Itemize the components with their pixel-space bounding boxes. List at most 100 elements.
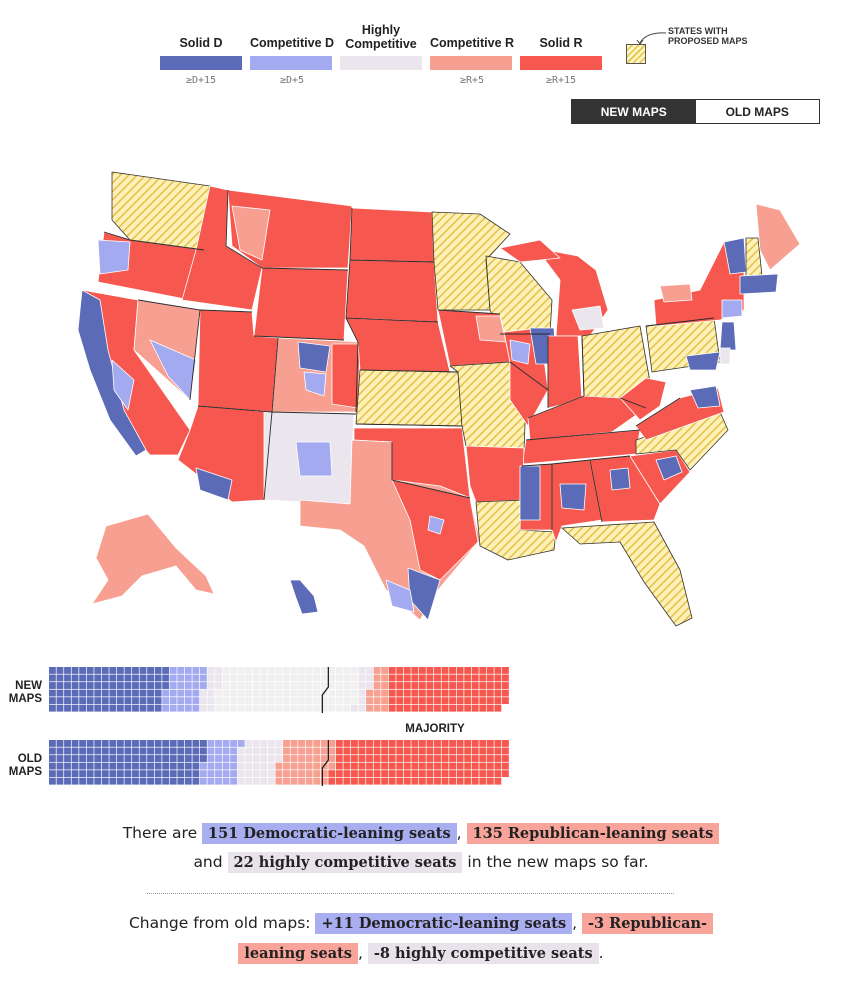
seat-cell-solid_d (139, 740, 147, 747)
seat-cell-solid_d (177, 762, 185, 770)
seat-cell-proposed (245, 689, 253, 697)
new-maps-button[interactable]: NEW MAPS (572, 100, 696, 123)
seat-cell-solid_d (139, 682, 147, 689)
seat-cell-solid_d (64, 674, 71, 682)
michigan-district-comp (571, 305, 605, 331)
seat-cell-tossup (366, 667, 373, 674)
seat-cell-comp_d (169, 674, 177, 682)
seat-cell-proposed (222, 674, 230, 682)
seat-cell-proposed (283, 689, 290, 697)
seat-cell-solid_r (502, 674, 509, 682)
seat-cell-comp_d (207, 747, 215, 755)
seat-cell-comp_r (313, 740, 321, 747)
seat-cell-solid_d (162, 777, 170, 785)
legend-label: Competitive D (250, 36, 335, 50)
seat-cell-solid_r (388, 770, 396, 778)
seat-cell-solid_d (86, 762, 94, 770)
seat-cell-solid_d (147, 689, 154, 697)
summary-and: and (193, 853, 223, 871)
seat-cell-solid_d (162, 770, 170, 778)
seat-cell-solid_r (434, 674, 441, 682)
seat-cell-solid_d (71, 704, 79, 712)
seat-cell-solid_r (464, 674, 472, 682)
seat-cell-solid_r (434, 762, 441, 770)
seat-cell-solid_r (426, 674, 434, 682)
old-maps-button[interactable]: OLD MAPS (695, 100, 819, 123)
seat-cell-solid_d (124, 747, 132, 755)
seat-cell-solid_d (162, 755, 170, 762)
seat-cell-solid_d (109, 682, 117, 689)
seat-cell-solid_r (434, 747, 441, 755)
florida-state (561, 521, 693, 627)
seat-cell-solid_r (418, 704, 426, 712)
seat-cell-solid_d (124, 689, 132, 697)
seat-cell-solid_d (132, 777, 139, 785)
maine-state (755, 203, 801, 271)
dem-seats-highlight: 151 Democratic-leaning seats (202, 823, 457, 844)
seat-cell-solid_r (396, 770, 404, 778)
seat-cell-solid_r (396, 689, 404, 697)
seat-cell-solid_r (411, 697, 419, 705)
seat-cell-comp_r (275, 777, 283, 785)
seat-cell-tossup (215, 674, 222, 682)
seat-cell-solid_r (426, 667, 434, 674)
seat-cell-comp_r (305, 755, 313, 762)
proposed-maps-swatch (626, 44, 646, 64)
seat-cell-solid_r (403, 770, 411, 778)
seat-cell-solid_r (388, 689, 396, 697)
seat-cell-solid_d (64, 667, 71, 674)
legend-comp-d: Competitive D ≥D+5 (250, 28, 334, 86)
seat-cell-solid_d (192, 755, 200, 762)
seat-cell-solid_d (154, 755, 162, 762)
seat-cell-solid_r (502, 697, 509, 705)
legend-threshold: ≥R+5 (459, 75, 485, 86)
seat-cell-solid_r (471, 667, 479, 674)
seat-cell-solid_r (411, 755, 419, 762)
seat-cell-solid_r (464, 755, 472, 762)
legend-label: Solid D (179, 36, 223, 50)
seat-cell-solid_d (79, 755, 87, 762)
seat-cell-comp_d (184, 704, 192, 712)
seat-cell-solid_r (471, 682, 479, 689)
seat-cell-solid_d (177, 747, 185, 755)
seat-cell-solid_r (479, 762, 487, 770)
massachusetts-state (739, 273, 779, 295)
seat-cell-proposed (230, 667, 238, 674)
seat-cell-tossup (275, 740, 283, 747)
seat-cell-solid_d (94, 674, 102, 682)
seat-cell-solid_d (162, 667, 170, 674)
seat-cell-comp_d (215, 770, 222, 778)
seat-cell-solid_d (132, 682, 139, 689)
seat-cell-tossup (245, 747, 253, 755)
seat-cell-solid_r (464, 667, 472, 674)
seat-cell-proposed (260, 704, 268, 712)
seat-cell-solid_d (139, 747, 147, 755)
seat-cell-solid_r (449, 747, 456, 755)
seat-cell-tossup (358, 667, 366, 674)
seat-cell-solid_d (79, 747, 87, 755)
seat-cell-proposed (252, 697, 260, 705)
seat-cell-solid_r (502, 740, 509, 747)
seat-cell-solid_d (124, 667, 132, 674)
seat-cell-solid_d (169, 747, 177, 755)
michigan-up-state (499, 239, 561, 263)
seat-cell-proposed (252, 682, 260, 689)
seat-cell-proposed (237, 689, 245, 697)
seat-cell-solid_r (441, 689, 449, 697)
maryland-state (685, 351, 721, 371)
seat-cell-proposed (320, 674, 328, 682)
seat-cell-comp_r (320, 777, 328, 785)
seat-cell-proposed (252, 689, 260, 697)
seat-cell-solid_r (479, 704, 487, 712)
seat-cell-solid_r (388, 755, 396, 762)
seat-cell-solid_r (434, 755, 441, 762)
illinois-district-comp (509, 339, 531, 365)
seat-cell-tossup (267, 740, 275, 747)
seat-cell-solid_d (79, 682, 87, 689)
seat-cell-solid_d (154, 747, 162, 755)
seat-cell-comp_d (200, 682, 207, 689)
seat-cell-solid_r (456, 747, 464, 755)
seat-cell-solid_r (366, 777, 373, 785)
seat-cell-solid_d (132, 689, 139, 697)
seat-cell-comp_r (320, 755, 328, 762)
